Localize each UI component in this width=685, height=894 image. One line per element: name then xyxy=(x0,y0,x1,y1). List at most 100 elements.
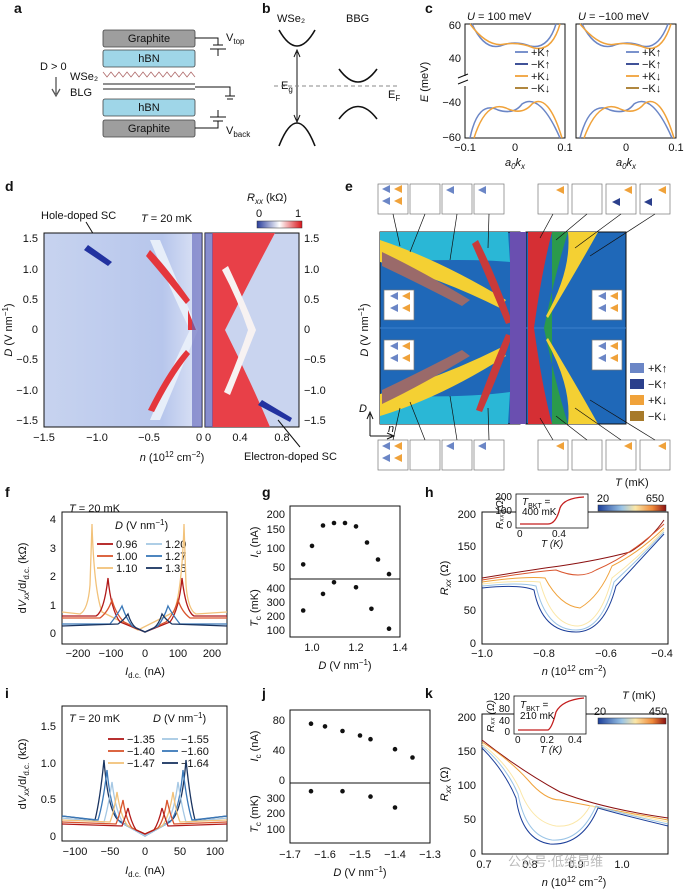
blg-label: BLG xyxy=(70,87,92,99)
g-frame-bottom xyxy=(289,578,401,638)
j-ytick-top: 80 xyxy=(273,715,285,727)
k-xtick: 1.0 xyxy=(614,859,629,871)
panel-letter-f: f xyxy=(5,484,10,500)
panel-c-dispersion: U = 100 meV U = −100 meV +K↑ −K↑ +K↓ −K↓ xyxy=(419,11,684,171)
g-bottom-point xyxy=(386,626,392,631)
f-legend-item: 1.00 xyxy=(116,551,137,563)
f-ytick: 2 xyxy=(50,571,56,583)
d-ytick: 0 xyxy=(32,324,38,336)
c-legend-2-item: −K↓ xyxy=(642,83,661,95)
d-xtick: −1.5 xyxy=(33,432,55,444)
i-xtick: 50 xyxy=(174,846,186,858)
e-legend-item: +K↓ xyxy=(648,395,667,407)
g-ylabel-top: Ic (nA) xyxy=(249,527,263,558)
k-ytick: 50 xyxy=(464,814,476,826)
wse2-band-label: WSe₂ xyxy=(277,13,305,25)
h-inset-yticks: 100 xyxy=(495,506,512,517)
eg-label: Eg xyxy=(281,80,293,94)
e-legend-item: −K↓ xyxy=(648,411,667,423)
j-top-points xyxy=(308,721,415,760)
h-xtick: −0.6 xyxy=(595,648,617,660)
j-ytick-bot: 200 xyxy=(267,808,285,820)
k-inset-label-value: 210 mK xyxy=(520,711,555,722)
f-legend: 0.96 1.00 1.10 1.20 1.27 1.35 xyxy=(97,539,186,575)
j-xtick: −1.3 xyxy=(419,849,441,861)
h-frame xyxy=(481,511,669,645)
k-inset-xlabel: T (K) xyxy=(540,745,562,756)
c-legend-2: +K↑ −K↑ +K↓ −K↓ xyxy=(626,47,661,95)
hbn-bottom-layer xyxy=(102,98,196,117)
c-frame-2 xyxy=(575,23,677,139)
e-noise-strip xyxy=(510,232,526,424)
panel-letter-c: c xyxy=(425,0,433,16)
c-axis-break xyxy=(457,73,469,86)
c-curves xyxy=(469,23,675,139)
j-top-point xyxy=(322,724,328,729)
j-ylabel-top: Ic (nA) xyxy=(249,731,263,762)
e-region-yellow-top xyxy=(380,240,506,308)
j-xtick: −1.7 xyxy=(279,849,301,861)
f-ytick: 3 xyxy=(50,543,56,555)
e-region-yellow-bottom xyxy=(380,348,506,416)
d-ytick: 1.5 xyxy=(23,233,38,245)
blg-lattice xyxy=(103,83,195,90)
i-ytick: 1.5 xyxy=(41,721,56,733)
d-map-left xyxy=(43,232,203,428)
panel-letter-h: h xyxy=(425,484,434,500)
j-top-point xyxy=(392,746,398,752)
g-ytick-top: 200 xyxy=(267,509,285,521)
panel-letter-k: k xyxy=(425,685,433,701)
i-curves xyxy=(61,759,228,837)
j-top-point xyxy=(357,733,363,738)
d-ytick: −1.0 xyxy=(16,385,38,397)
i-ytick: 0 xyxy=(50,831,56,843)
i-legend-item: −1.40 xyxy=(127,746,155,758)
f-legend-item: 1.35 xyxy=(165,563,186,575)
panel-letter-i: i xyxy=(5,685,9,701)
d-positive-label: D > 0 xyxy=(40,61,67,73)
e-axis-arrows-icon xyxy=(366,410,396,440)
i-legend-item: −1.64 xyxy=(181,758,209,770)
d-electron-sc-pointer xyxy=(277,419,301,448)
panel-k-rxx-vs-n: TBKT = 210 mK 120 80 40 0 0 0.2 0.4 T (K… xyxy=(439,690,669,889)
g-bottom-point xyxy=(300,608,306,613)
g-top-points xyxy=(300,520,392,577)
wse2-conduction-band xyxy=(278,29,316,47)
i-legend-item: −1.55 xyxy=(181,734,209,746)
d-ytick-right: 1.5 xyxy=(304,233,319,245)
panel-letter-j: j xyxy=(262,685,266,701)
g-top-point xyxy=(309,543,315,549)
k-xlabel: n (1012 cm−2) xyxy=(542,875,607,889)
f-temp-label: T = 20 mK xyxy=(69,503,121,515)
g-ytick-top: 50 xyxy=(273,562,285,574)
panel-f-iv-curves: T = 20 mK D (V nm−1) 0.96 1.00 1.10 1.20… xyxy=(17,503,228,680)
i-ylabel: dVxx/dId.c. (kΩ) xyxy=(17,739,31,810)
d-map-left-red xyxy=(146,250,196,412)
j-top-point xyxy=(410,755,415,760)
i-frame xyxy=(61,705,228,842)
k-cbar-title: T (mK) xyxy=(622,690,656,702)
h-inset-label-value: 400 mK xyxy=(522,507,557,518)
d-ylabel: D (V nm−1) xyxy=(1,303,15,356)
i-xtick: 0 xyxy=(142,846,148,858)
k-inset-xtick: 0.2 xyxy=(540,735,554,746)
d-ytick: 0.5 xyxy=(23,294,38,306)
j-ytick-bot: 100 xyxy=(267,824,285,836)
c-xlabel: a0kx xyxy=(616,157,637,171)
c-xtick: 0 xyxy=(623,142,629,154)
c-legend-1-item: +K↑ xyxy=(531,47,550,59)
h-curves xyxy=(481,519,665,633)
g-ytick-bot: 400 xyxy=(267,583,285,595)
g-frame-top xyxy=(289,505,401,580)
c-ytick: −40 xyxy=(442,97,461,109)
d-map-left-features xyxy=(150,240,198,420)
h-ytick: 150 xyxy=(458,541,476,553)
d-ytick-right: 0.5 xyxy=(304,294,319,306)
h-ylabel: Rxx (Ω) xyxy=(439,561,453,596)
g-xtick: 1.4 xyxy=(392,642,407,654)
c-ytick: −60 xyxy=(442,132,461,144)
g-ytick-bot: 200 xyxy=(267,611,285,623)
k-cbar-tick: 450 xyxy=(649,706,667,718)
e-axis-d: D xyxy=(359,403,367,415)
d-ytick-right: −0.5 xyxy=(304,354,326,366)
